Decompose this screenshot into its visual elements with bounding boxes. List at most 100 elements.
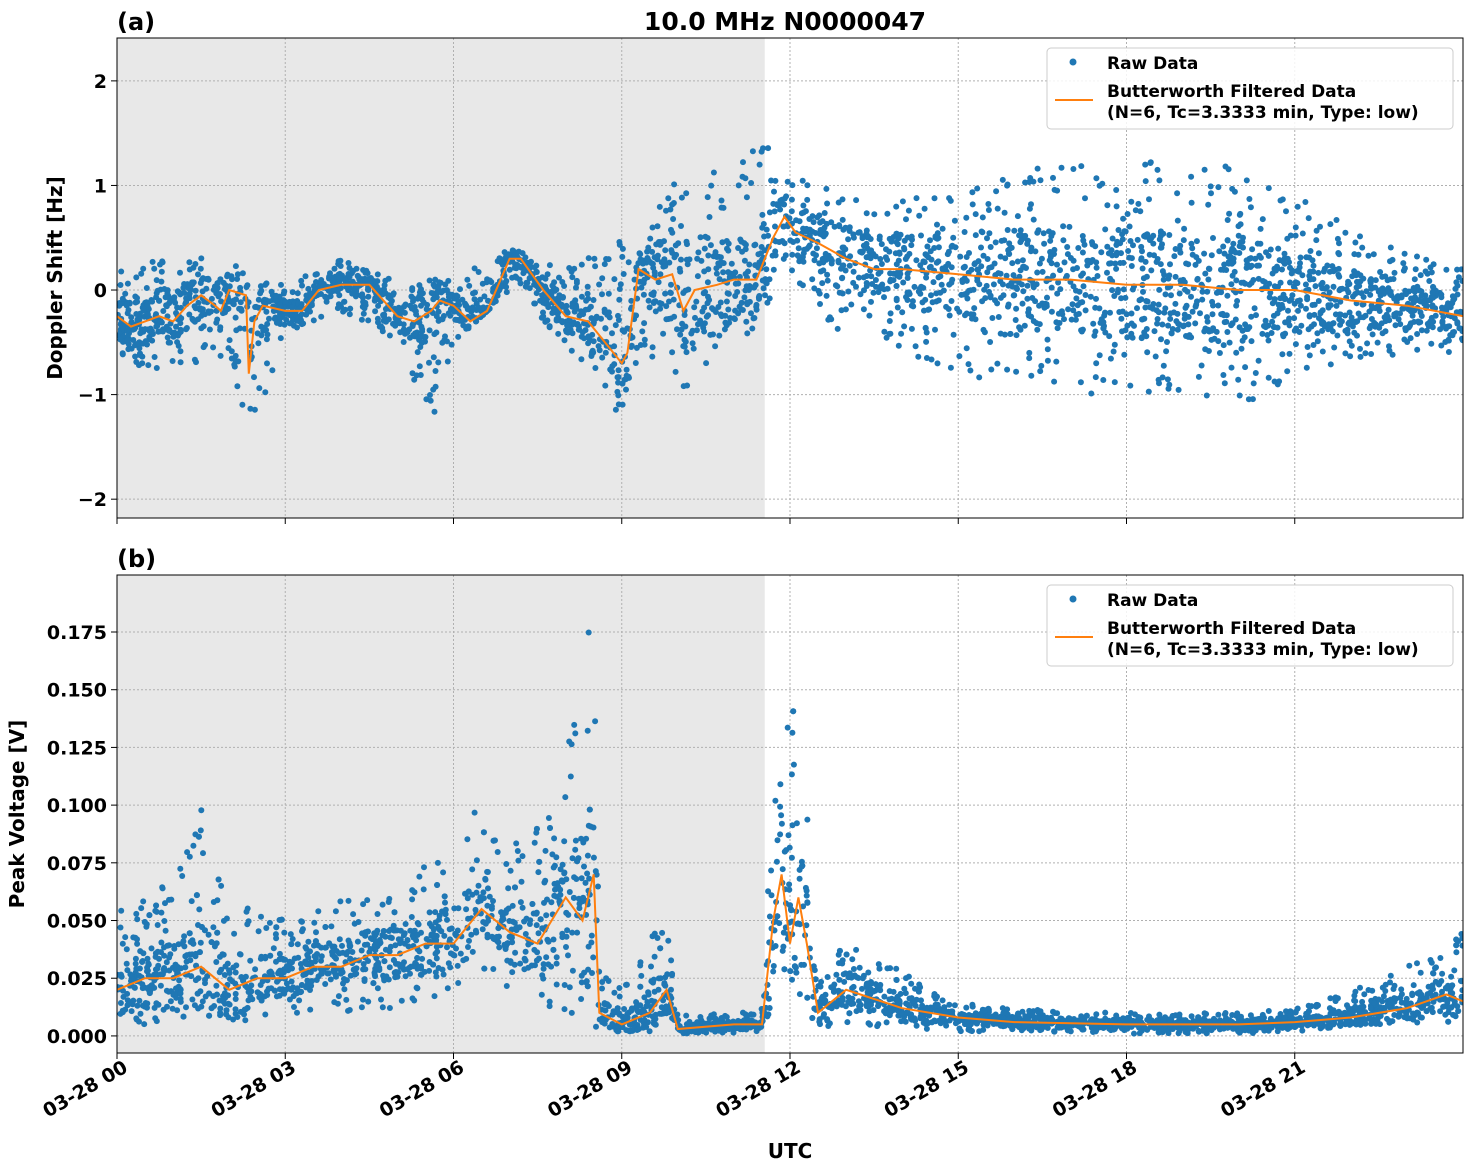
raw-data-point [679, 321, 685, 327]
raw-data-point [1177, 243, 1183, 249]
raw-data-point [1391, 276, 1397, 282]
raw-data-point [1028, 201, 1034, 207]
raw-data-point [1352, 272, 1358, 278]
raw-data-point [315, 908, 321, 914]
raw-data-point [563, 308, 569, 314]
raw-data-point [1411, 285, 1417, 291]
raw-data-point [941, 288, 947, 294]
raw-data-point [1016, 232, 1022, 238]
raw-data-point [789, 252, 795, 258]
raw-data-point [824, 272, 830, 278]
raw-data-point [225, 272, 231, 278]
raw-data-point [918, 997, 924, 1003]
raw-data-point [559, 318, 565, 324]
raw-data-point [743, 319, 749, 325]
raw-data-point [592, 365, 598, 371]
raw-data-point [668, 957, 674, 963]
raw-data-point [258, 982, 264, 988]
raw-data-point [1215, 303, 1221, 309]
raw-data-point [1400, 260, 1406, 266]
raw-data-point [840, 217, 846, 223]
raw-data-point [716, 333, 722, 339]
raw-data-point [657, 1011, 663, 1017]
raw-data-point [415, 349, 421, 355]
raw-data-point [1025, 310, 1031, 316]
raw-data-point [828, 219, 834, 225]
raw-data-point [332, 266, 338, 272]
raw-data-point [1284, 368, 1290, 374]
raw-data-point [1308, 248, 1314, 254]
raw-data-point [1260, 278, 1266, 284]
raw-data-point [355, 273, 361, 279]
raw-data-point [925, 307, 931, 313]
raw-data-point [1205, 277, 1211, 283]
raw-data-point [1060, 223, 1066, 229]
raw-data-point [763, 266, 769, 272]
raw-data-point [934, 222, 940, 228]
raw-data-point [908, 242, 914, 248]
raw-data-point [198, 266, 204, 272]
raw-data-point [724, 299, 730, 305]
raw-data-point [740, 159, 746, 165]
raw-data-point [602, 383, 608, 389]
raw-data-point [195, 300, 201, 306]
raw-data-point [563, 327, 569, 333]
raw-data-point [1137, 208, 1143, 214]
raw-data-point [1123, 327, 1129, 333]
raw-data-point [1161, 363, 1167, 369]
raw-data-point [1250, 396, 1256, 402]
raw-data-point [979, 229, 985, 235]
raw-data-point [1446, 323, 1452, 329]
raw-data-point [503, 279, 509, 285]
raw-data-point [645, 256, 651, 262]
raw-data-point [1172, 301, 1178, 307]
raw-data-point [419, 340, 425, 346]
raw-data-point [1366, 253, 1372, 259]
raw-data-point [187, 267, 193, 273]
raw-data-point [811, 219, 817, 225]
raw-data-point [252, 304, 258, 310]
raw-data-point [158, 328, 164, 334]
raw-data-point [1051, 379, 1057, 385]
raw-data-point [1324, 284, 1330, 290]
raw-data-point [365, 317, 371, 323]
raw-data-point [212, 284, 218, 290]
raw-data-point [1022, 323, 1028, 329]
raw-data-point [909, 234, 915, 240]
raw-data-point [599, 355, 605, 361]
raw-data-point [335, 1001, 341, 1007]
raw-data-point [1316, 298, 1322, 304]
raw-data-point [620, 381, 626, 387]
raw-data-point [1142, 162, 1148, 168]
raw-data-point [1077, 289, 1083, 295]
raw-data-point [1433, 313, 1439, 319]
raw-data-point [843, 225, 849, 231]
raw-data-point [740, 307, 746, 313]
raw-data-point [1418, 293, 1424, 299]
raw-data-point [1122, 228, 1128, 234]
raw-data-point [1307, 312, 1313, 318]
raw-data-point [1414, 254, 1420, 260]
raw-data-point [1020, 288, 1026, 294]
raw-data-point [187, 291, 193, 297]
raw-data-point [877, 234, 883, 240]
raw-data-point [711, 170, 717, 176]
raw-data-point [707, 332, 713, 338]
raw-data-point [1357, 985, 1363, 991]
raw-data-point [1244, 177, 1250, 183]
raw-data-point [1045, 346, 1051, 352]
raw-data-point [750, 284, 756, 290]
raw-data-point [139, 354, 145, 360]
raw-data-point [829, 261, 835, 267]
y-tick-label: 1 [94, 175, 107, 197]
raw-data-point [227, 337, 233, 343]
raw-data-point [833, 282, 839, 288]
raw-data-point [458, 317, 464, 323]
raw-data-point [690, 340, 696, 346]
raw-data-point [1233, 250, 1239, 256]
raw-data-point [767, 295, 773, 301]
raw-data-point [1078, 327, 1084, 333]
raw-data-point [683, 288, 689, 294]
raw-data-point [1015, 259, 1021, 265]
